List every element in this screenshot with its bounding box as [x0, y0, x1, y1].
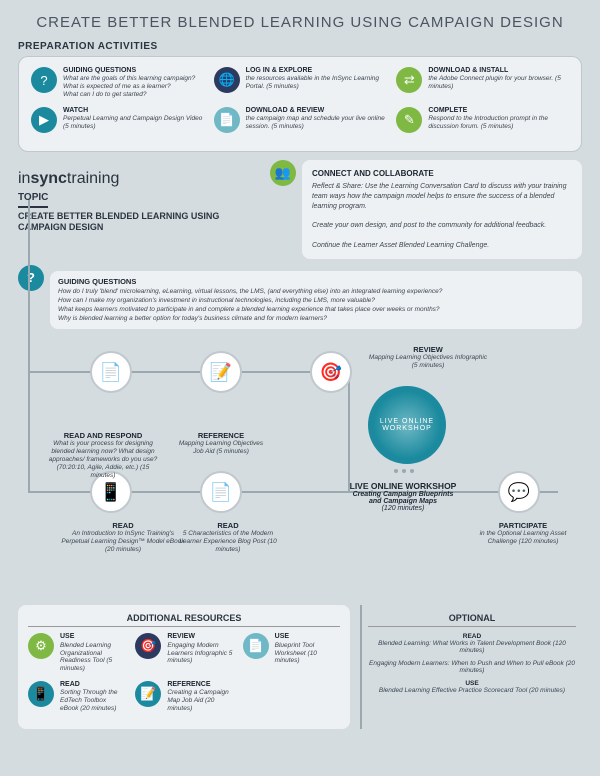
additional-resources: ADDITIONAL RESOURCES ⚙ USEBlended Learni… — [18, 605, 350, 728]
review-icon: 🎯 — [135, 633, 161, 659]
use-icon: ⚙ — [28, 633, 54, 659]
watch-icon: ▶ — [31, 107, 57, 133]
optional-box: OPTIONAL READBlended Learning: What Work… — [360, 605, 582, 728]
reference-icon: 📝 — [135, 681, 161, 707]
flow-node: 📄 — [200, 471, 242, 513]
resource-item: ⇄ DOWNLOAD & INSTALLthe Adobe Connect pl… — [396, 67, 569, 99]
resource-item: 📄 DOWNLOAD & REVIEWthe campaign map and … — [214, 107, 387, 133]
resource-item: 🎯 REVIEWEngaging Modern Learners Infogra… — [135, 633, 232, 673]
guiding questions-icon: ? — [31, 67, 57, 93]
use-icon: 📄 — [243, 633, 269, 659]
flow-label: PARTICIPATEin the Optional Learning Asse… — [473, 521, 573, 546]
download & review-icon: 📄 — [214, 107, 240, 133]
gq-box: GUIDING QUESTIONS How do I truly 'blend'… — [50, 271, 582, 330]
workshop-label: LIVE ONLINE WORKSHOPCreating Campaign Bl… — [348, 481, 458, 512]
gq-icon: ? — [18, 265, 44, 291]
resource-item: 📱 READSorting Through the EdTech Toolbox… — [28, 681, 125, 713]
flow-node: 📄 — [90, 351, 132, 393]
optional-item: Engaging Modern Learners: When to Push a… — [368, 660, 576, 674]
prep-label: PREPARATION ACTIVITIES — [18, 41, 582, 52]
flow-label: REFERENCEMapping Learning Objectives Job… — [176, 431, 266, 456]
workshop-dots — [394, 469, 414, 473]
flow-label: READ5 Characteristics of the Modern Lear… — [178, 521, 278, 553]
flow-area: LIVE ONLINE WORKSHOP LIVE ONLINE WORKSHO… — [18, 341, 582, 601]
flow-node: 💬 — [498, 471, 540, 513]
page-title: CREATE BETTER BLENDED LEARNING USING CAM… — [18, 14, 582, 31]
flow-node: 🎯 — [310, 351, 352, 393]
prep-box: ? GUIDING QUESTIONSWhat are the goals of… — [18, 56, 582, 152]
collab-box: CONNECT AND COLLABORATE Reflect & Share:… — [302, 160, 582, 259]
resource-item: 📄 USEBlueprint Tool Worksheet (10 minute… — [243, 633, 340, 673]
resource-item: 📝 REFERENCECreating a Campaign Map Job A… — [135, 681, 232, 713]
read-icon: 📱 — [28, 681, 54, 707]
optional-item: USEBlended Learning Effective Practice S… — [368, 680, 576, 694]
flow-label: READAn Introduction to InSync Training's… — [58, 521, 188, 553]
resource-item: 🌐 LOG IN & EXPLOREthe resources availabl… — [214, 67, 387, 99]
log in & explore-icon: 🌐 — [214, 67, 240, 93]
resource-item: ⚙ USEBlended Learning Organizational Rea… — [28, 633, 125, 673]
complete-icon: ✎ — [396, 107, 422, 133]
optional-item: READBlended Learning: What Works in Tale… — [368, 633, 576, 654]
resource-item: ✎ COMPLETERespond to the Introduction pr… — [396, 107, 569, 133]
workshop-node: LIVE ONLINE WORKSHOP — [368, 386, 446, 464]
logo: insynctraining — [18, 170, 258, 188]
flow-label: REVIEWMapping Learning Objectives Infogr… — [368, 345, 488, 370]
topic-box: TOPIC CREATE BETTER BLENDED LEARNING USI… — [18, 192, 258, 233]
flow-node: 📝 — [200, 351, 242, 393]
collab-icon: 👥 — [270, 160, 296, 186]
resource-item: ▶ WATCHPerpetual Learning and Campaign D… — [31, 107, 204, 133]
flow-label: READ AND RESPONDWhat is your process for… — [48, 431, 158, 479]
download & install-icon: ⇄ — [396, 67, 422, 93]
resource-item: ? GUIDING QUESTIONSWhat are the goals of… — [31, 67, 204, 99]
